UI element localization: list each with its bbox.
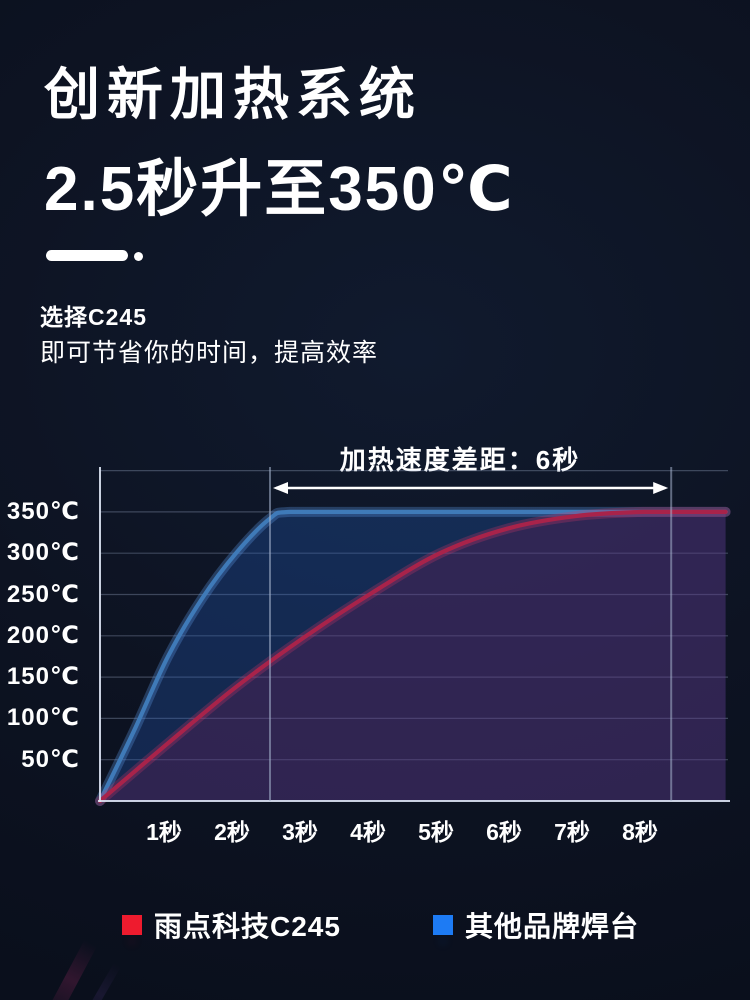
tagline-benefit: 即可节省你的时间，提高效率 — [40, 339, 379, 367]
y-tick-label: 300℃ — [6, 539, 80, 567]
gap-arrow-head-right — [653, 482, 669, 494]
tagline-product: 选择C245 — [40, 304, 147, 330]
divider-bar — [46, 250, 128, 261]
gap-arrow-head-left — [273, 482, 288, 494]
divider-dot — [134, 252, 143, 261]
gap-annotation: 加热速度差距：6秒 — [339, 445, 581, 475]
legend-label: 雨点科技C245 — [154, 911, 341, 942]
x-tick-label: 8秒 — [622, 819, 658, 845]
chart-legend: 雨点科技C245 其他品牌焊台 — [0, 905, 750, 945]
y-tick-label: 200℃ — [6, 621, 80, 649]
y-tick-label: 350℃ — [6, 497, 80, 525]
x-tick-label: 2秒 — [214, 819, 250, 845]
series-area-1 — [100, 511, 726, 801]
legend-swatch-red — [122, 915, 142, 935]
series-area-0 — [100, 511, 726, 801]
page-subtitle: 2.5秒升至350℃ — [44, 155, 515, 224]
legend-item-c245: 雨点科技C245 — [122, 905, 341, 945]
y-tick-label: 100℃ — [6, 704, 80, 732]
x-tick-label: 4秒 — [350, 819, 386, 845]
x-tick-label: 1秒 — [146, 819, 182, 845]
page-title: 创新加热系统 — [44, 63, 422, 126]
y-tick-label: 50℃ — [21, 745, 80, 773]
legend-label: 其他品牌焊台 — [465, 911, 640, 942]
x-tick-label: 6秒 — [486, 819, 522, 845]
y-tick-label: 250℃ — [6, 580, 80, 608]
x-tick-label: 5秒 — [418, 819, 454, 845]
y-tick-label: 150℃ — [6, 663, 80, 691]
legend-item-other-brands: 其他品牌焊台 — [433, 905, 639, 945]
series-line-1 — [97, 509, 728, 804]
legend-swatch-blue — [433, 915, 453, 935]
x-tick-label: 7秒 — [554, 819, 590, 845]
x-tick-label: 3秒 — [282, 819, 318, 845]
